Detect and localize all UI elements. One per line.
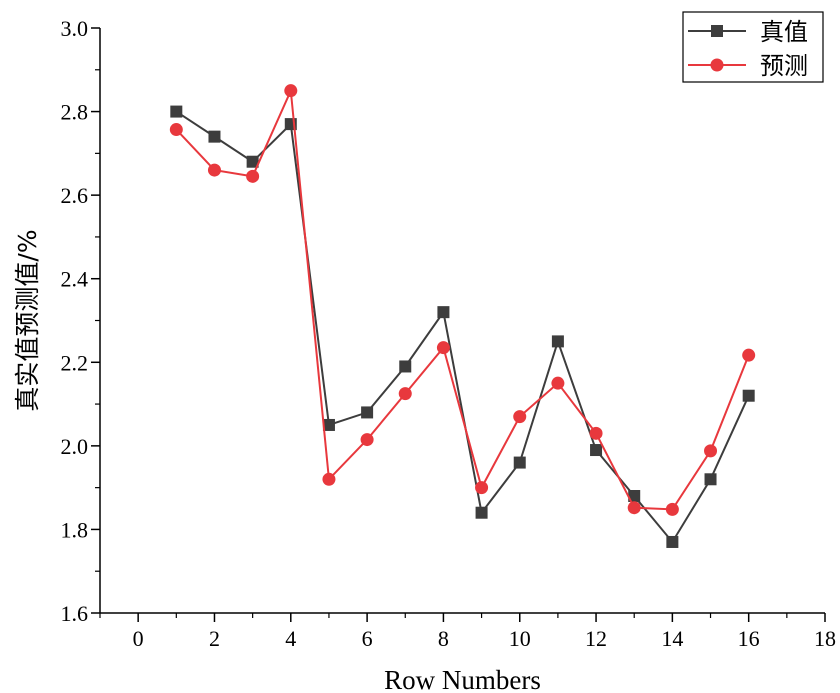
data-point-circle (207, 163, 221, 177)
data-point-square (208, 130, 221, 143)
data-point-square (513, 456, 526, 469)
data-point-square (742, 389, 755, 402)
data-point-circle (475, 481, 489, 495)
data-point-circle (551, 376, 565, 390)
data-point-square (246, 155, 259, 168)
x-tick-label: 10 (509, 626, 531, 651)
series-line (175, 86, 750, 511)
y-tick-label: 3.0 (61, 16, 89, 41)
legend-box (682, 11, 824, 83)
y-tick-label: 2.4 (61, 267, 89, 292)
data-point-circle (704, 444, 718, 458)
x-tick-label: 8 (438, 626, 449, 651)
data-point-circle (322, 472, 336, 486)
series-1 (170, 105, 755, 548)
data-point-circle (360, 433, 374, 447)
x-tick-label: 2 (209, 626, 220, 651)
data-point-square (475, 506, 488, 519)
y-tick-label: 1.8 (61, 517, 89, 542)
data-point-square (628, 490, 641, 502)
data-point-square (551, 335, 564, 348)
data-point-square (399, 360, 412, 373)
legend-label: 预测 (760, 52, 808, 80)
y-tick-label: 1.6 (61, 601, 89, 626)
x-tick-label: 6 (362, 626, 373, 651)
data-point-circle (436, 341, 450, 355)
data-point-square (590, 444, 603, 457)
data-point-circle (665, 502, 679, 516)
y-tick-label: 2.6 (61, 183, 89, 208)
data-point-circle (398, 387, 412, 401)
data-point-square (361, 406, 374, 419)
legend-label: 真值 (760, 18, 808, 46)
x-tick-label: 14 (661, 626, 683, 651)
data-point-square (170, 105, 183, 118)
data-point-circle (589, 426, 603, 440)
data-point-circle (246, 169, 260, 183)
data-point-circle (169, 123, 183, 137)
y-tick-label: 2.0 (61, 434, 89, 459)
data-point-square (322, 418, 335, 431)
series-layer (169, 84, 756, 548)
x-axis-title: Row Numbers (384, 665, 541, 693)
y-axis-title: 真实值预测值/% (13, 229, 42, 411)
y-tick-label: 2.2 (61, 350, 89, 375)
data-point-circle (513, 410, 527, 424)
data-point-square (437, 306, 450, 319)
x-tick-label: 16 (738, 626, 760, 651)
legend-marker-square (711, 25, 723, 37)
data-point-circle (284, 84, 298, 98)
x-tick-label: 0 (133, 626, 144, 651)
data-point-circle (742, 348, 756, 362)
legend-marker-circle (710, 58, 724, 72)
x-tick-label: 18 (814, 626, 836, 651)
series-line (175, 110, 750, 544)
data-point-circle (627, 501, 641, 515)
data-point-square (666, 535, 679, 548)
x-tick-label: 4 (285, 626, 296, 651)
data-point-square (704, 473, 717, 486)
x-tick-label: 12 (585, 626, 607, 651)
series-2 (169, 84, 756, 516)
y-tick-label: 2.8 (61, 100, 89, 125)
axes: 0 2 4 6 8 10 12 14 16 18 1.6 1.8 2.0 2.2 2.4 2.6 2.8 3.0 (61, 16, 837, 651)
